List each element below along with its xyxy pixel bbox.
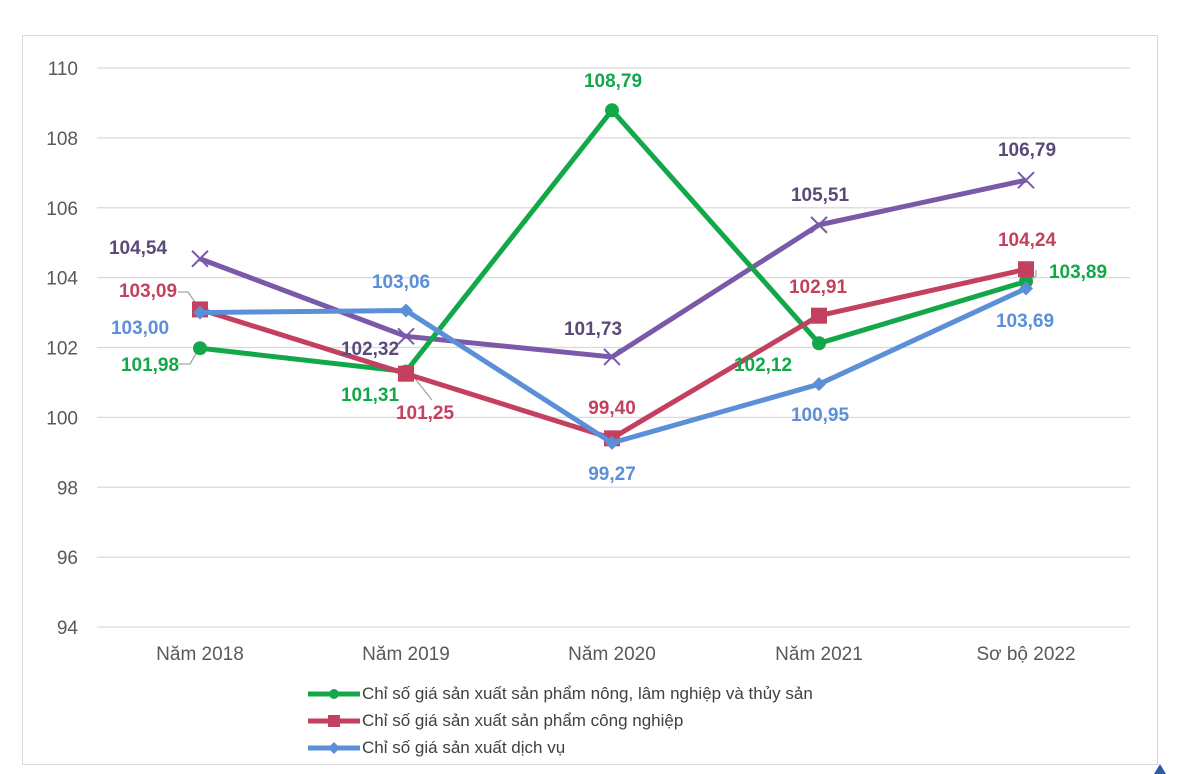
series-2 bbox=[193, 281, 1033, 450]
data-point-square bbox=[1018, 261, 1034, 278]
leader-line bbox=[178, 291, 198, 306]
y-tick-label: 102 bbox=[46, 339, 78, 360]
data-label: 101,98 bbox=[121, 355, 179, 376]
data-label: 99,27 bbox=[588, 464, 636, 485]
data-label: 101,31 bbox=[341, 385, 400, 406]
legend: Chỉ số giá sản xuất sản phẩm nông, lâm n… bbox=[308, 680, 813, 761]
corner-arrow-icon bbox=[1154, 764, 1166, 774]
x-tick-label: Năm 2019 bbox=[362, 644, 450, 665]
legend-marker-diamond-icon bbox=[308, 741, 360, 754]
chart-frame bbox=[22, 35, 1158, 765]
data-point-diamond bbox=[399, 303, 413, 318]
y-tick-label: 94 bbox=[57, 618, 79, 639]
y-tick-label: 104 bbox=[46, 269, 78, 290]
leader-line bbox=[412, 375, 433, 401]
data-point-x bbox=[1017, 171, 1035, 189]
data-point-circle bbox=[193, 341, 207, 356]
data-label: 102,12 bbox=[734, 355, 792, 376]
series-line bbox=[199, 286, 1028, 446]
x-tick-label: Năm 2020 bbox=[568, 644, 656, 665]
data-label: 104,54 bbox=[109, 238, 168, 259]
data-point-diamond bbox=[605, 435, 619, 450]
data-label: 99,40 bbox=[588, 398, 636, 419]
x-tick-label: Năm 2021 bbox=[775, 644, 863, 665]
y-tick-label: 98 bbox=[57, 478, 78, 499]
data-label: 100,95 bbox=[791, 405, 850, 426]
data-label: 105,51 bbox=[791, 185, 850, 206]
data-label: 106,79 bbox=[998, 140, 1056, 161]
data-label: 101,25 bbox=[396, 403, 455, 424]
y-tick-label: 106 bbox=[46, 199, 78, 220]
leader-line bbox=[178, 349, 199, 365]
data-point-square bbox=[398, 365, 414, 382]
legend-label: Chỉ số giá sản xuất dịch vụ bbox=[362, 737, 566, 757]
data-point-diamond bbox=[812, 377, 826, 392]
legend-label: Chỉ số giá sản xuất sản phẩm nông, lâm n… bbox=[362, 683, 813, 703]
x-tick-label: Sơ bộ 2022 bbox=[976, 644, 1075, 665]
data-label: 103,00 bbox=[111, 318, 169, 339]
data-label: 103,69 bbox=[996, 311, 1054, 332]
data-label: 103,06 bbox=[372, 272, 430, 293]
data-label: 108,79 bbox=[584, 71, 642, 92]
data-point-diamond bbox=[193, 305, 207, 320]
data-label: 103,89 bbox=[1049, 262, 1107, 283]
data-label: 101,73 bbox=[564, 319, 622, 340]
data-point-diamond bbox=[1019, 281, 1033, 296]
data-point-x bbox=[810, 216, 828, 234]
legend-item-agriculture: Chỉ số giá sản xuất sản phẩm nông, lâm n… bbox=[308, 680, 813, 707]
y-tick-label: 100 bbox=[46, 408, 78, 429]
data-point-circle bbox=[605, 103, 619, 118]
data-label: 103,09 bbox=[119, 281, 177, 302]
legend-item-industry: Chỉ số giá sản xuất sản phẩm công nghiệp bbox=[308, 707, 813, 734]
data-point-x bbox=[397, 327, 415, 346]
data-point-x bbox=[603, 348, 621, 366]
legend-item-services: Chỉ số giá sản xuất dịch vụ bbox=[308, 734, 813, 761]
y-tick-label: 96 bbox=[57, 548, 78, 569]
legend-marker-circle-icon bbox=[308, 688, 360, 699]
legend-marker-square-icon bbox=[308, 714, 360, 727]
y-tick-label: 110 bbox=[48, 59, 78, 80]
data-point-square bbox=[811, 307, 827, 324]
y-tick-label: 108 bbox=[46, 129, 78, 150]
data-point-x bbox=[191, 250, 209, 268]
data-point-circle bbox=[812, 336, 826, 351]
data-label: 102,91 bbox=[789, 277, 848, 298]
legend-label: Chỉ số giá sản xuất sản phẩm công nghiệp bbox=[362, 710, 684, 730]
x-tick-label: Năm 2018 bbox=[156, 644, 244, 665]
data-label: 102,32 bbox=[341, 339, 399, 360]
data-label: 104,24 bbox=[998, 230, 1057, 251]
